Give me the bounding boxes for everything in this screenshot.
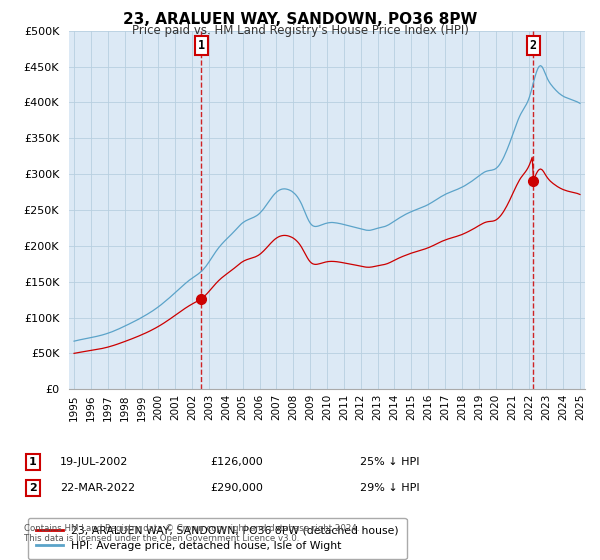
Text: 22-MAR-2022: 22-MAR-2022	[60, 483, 135, 493]
Text: Price paid vs. HM Land Registry's House Price Index (HPI): Price paid vs. HM Land Registry's House …	[131, 24, 469, 36]
Text: 19-JUL-2002: 19-JUL-2002	[60, 457, 128, 467]
Text: £126,000: £126,000	[210, 457, 263, 467]
Text: This data is licensed under the Open Government Licence v3.0.: This data is licensed under the Open Gov…	[24, 534, 299, 543]
Legend: 23, ARALUEN WAY, SANDOWN, PO36 8PW (detached house), HPI: Average price, detache: 23, ARALUEN WAY, SANDOWN, PO36 8PW (deta…	[28, 518, 407, 559]
Text: 2: 2	[530, 39, 536, 52]
Text: 1: 1	[29, 457, 37, 467]
Text: 1: 1	[197, 39, 205, 52]
Text: Contains HM Land Registry data © Crown copyright and database right 2024.: Contains HM Land Registry data © Crown c…	[24, 524, 359, 533]
Text: 25% ↓ HPI: 25% ↓ HPI	[360, 457, 419, 467]
Text: £290,000: £290,000	[210, 483, 263, 493]
Text: 29% ↓ HPI: 29% ↓ HPI	[360, 483, 419, 493]
Text: 2: 2	[29, 483, 37, 493]
Text: 23, ARALUEN WAY, SANDOWN, PO36 8PW: 23, ARALUEN WAY, SANDOWN, PO36 8PW	[123, 12, 477, 27]
